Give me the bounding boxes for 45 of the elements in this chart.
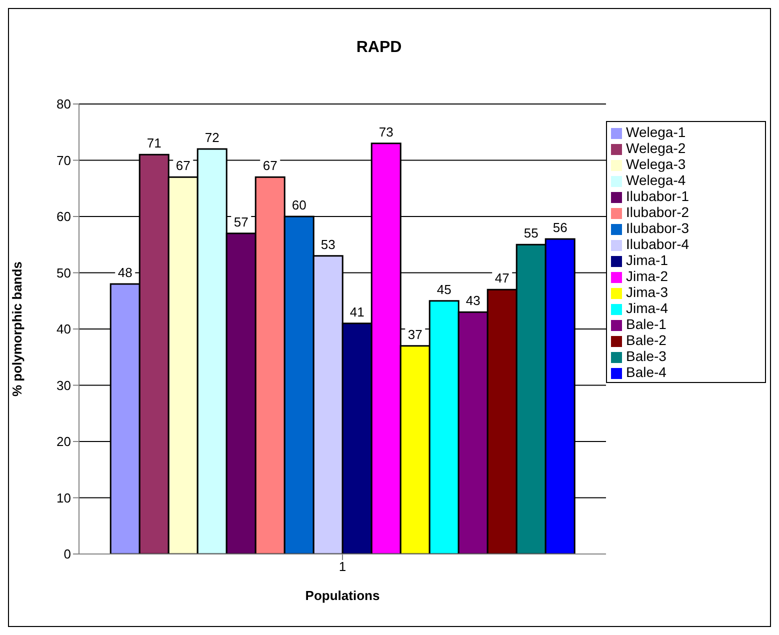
legend-label: Bale-4 — [626, 364, 666, 380]
legend-label: Welega-2 — [626, 140, 686, 156]
data-label: 48 — [118, 265, 132, 280]
data-label: 41 — [350, 304, 364, 320]
y-tick-label: 10 — [56, 490, 71, 506]
data-label: 57 — [234, 214, 248, 230]
data-label: 67 — [262, 158, 278, 174]
data-label: 72 — [204, 130, 220, 145]
data-label: 56 — [552, 220, 568, 235]
legend-label: Welega-3 — [626, 156, 686, 172]
legend-label: Bale-2 — [626, 332, 666, 348]
legend-label: Jima-1 — [626, 252, 668, 268]
y-tick-label: 20 — [56, 434, 71, 450]
y-tick-label: 80 — [56, 96, 71, 112]
data-label: 55 — [524, 226, 538, 241]
data-label: 73 — [378, 124, 394, 140]
y-tick-label: 60 — [56, 209, 71, 224]
y-tick-label: 0 — [64, 546, 71, 562]
legend-label: Ilubabor-4 — [626, 236, 690, 252]
x-tick-label: 1 — [338, 559, 346, 574]
data-label: 37 — [408, 326, 422, 342]
data-label: 47 — [494, 270, 510, 286]
y-tick-label: 40 — [56, 322, 71, 337]
legend-label: Welega-1 — [626, 124, 686, 140]
legend-label: Ilubabor-3 — [626, 220, 690, 236]
data-label: 60 — [292, 198, 306, 212]
x-axis-title: Populations — [305, 588, 380, 603]
data-label: 67 — [176, 158, 190, 174]
data-label: 45 — [436, 282, 452, 297]
chart-title: RAPD — [355, 39, 403, 57]
data-label: 53 — [320, 236, 336, 252]
y-tick-label: 70 — [56, 152, 71, 168]
legend-label: Welega-4 — [626, 172, 686, 188]
legend-label: Ilubabor-1 — [626, 188, 690, 204]
y-tick-label: 50 — [56, 265, 71, 280]
data-label: 71 — [146, 136, 162, 151]
data-label: 43 — [466, 293, 480, 308]
legend-label: Ilubabor-2 — [626, 204, 690, 220]
legend-label: Jima-4 — [626, 300, 668, 316]
y-tick-label: 30 — [56, 378, 71, 393]
legend-label: Jima-3 — [626, 284, 668, 300]
y-axis-title: % polymorphic bands — [10, 261, 25, 397]
legend-label: Bale-1 — [626, 316, 666, 332]
legend-label: Bale-3 — [626, 348, 666, 364]
legend-label: Jima-2 — [626, 268, 668, 284]
